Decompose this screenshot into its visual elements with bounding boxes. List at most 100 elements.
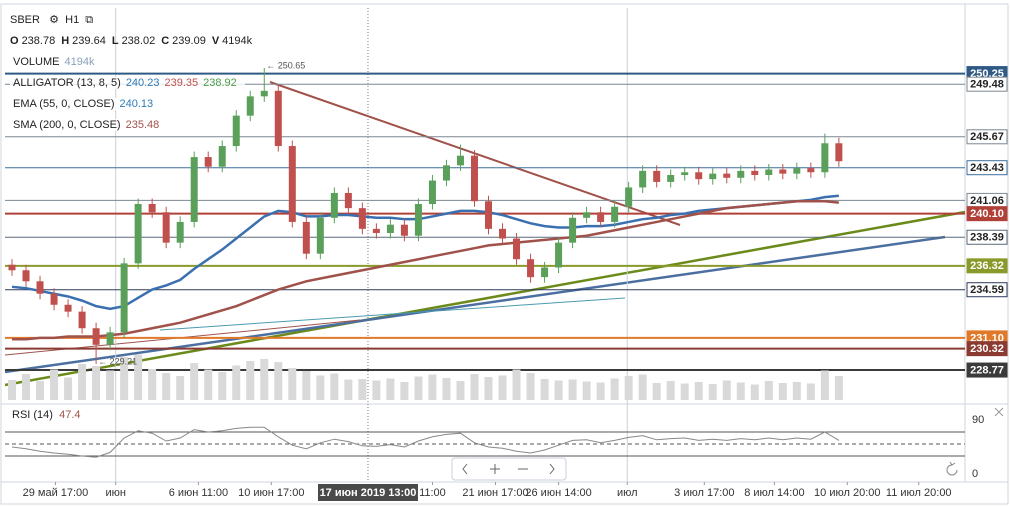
candle-body bbox=[555, 242, 563, 268]
volume-bar bbox=[442, 378, 451, 400]
volume-bar bbox=[78, 364, 87, 400]
level-label: 228.77 bbox=[970, 364, 1004, 376]
volume-bar bbox=[694, 382, 703, 400]
nav-bar[interactable] bbox=[451, 457, 567, 481]
candle-body bbox=[190, 157, 198, 222]
candle-body bbox=[442, 165, 450, 181]
header: SBER ⚙ H1 ⧉ O 238.78 H 239.64 L 238.02 C 239.09… bbox=[10, 10, 258, 136]
volume-bar bbox=[582, 381, 591, 400]
reset-icon[interactable] bbox=[946, 461, 958, 476]
indicator[interactable]: SMA (200, 0, CLOSE) 235.48 bbox=[10, 115, 258, 136]
indicators: VOLUME 4194k ALLIGATOR (13, 8, 5) 240.23 239… bbox=[10, 52, 258, 136]
candle-body bbox=[723, 173, 731, 178]
x-tick-label: 8 июл 14:00 bbox=[744, 487, 804, 499]
ma-line bbox=[12, 199, 839, 341]
trend-line bbox=[159, 297, 626, 331]
volume-bar bbox=[64, 377, 73, 400]
candle-body bbox=[821, 143, 829, 173]
candle-body bbox=[274, 90, 282, 147]
x-tick-label: 3 июл 17:00 bbox=[674, 487, 734, 499]
extreme-label: ← 229.21 bbox=[98, 356, 137, 366]
volume-bar bbox=[414, 376, 423, 400]
candle-body bbox=[120, 263, 128, 333]
volume-bar bbox=[92, 366, 101, 400]
trend-lines bbox=[4, 8, 966, 482]
level-box bbox=[966, 129, 1008, 145]
candle-body bbox=[218, 146, 226, 167]
indicator-box: SMA (200, 0, CLOSE) 235.48 bbox=[10, 119, 168, 131]
symbol[interactable]: SBER bbox=[10, 14, 40, 26]
trend-line bbox=[4, 210, 966, 387]
rsi-header: RSI (14) 47.4 bbox=[12, 409, 81, 421]
candle-body bbox=[78, 311, 86, 329]
candle-body bbox=[162, 212, 170, 243]
ohlc-key: C bbox=[161, 35, 170, 47]
candle-body bbox=[414, 204, 422, 236]
volume-bar bbox=[540, 379, 549, 400]
level-label: 243.43 bbox=[970, 162, 1004, 174]
volume-bar bbox=[22, 374, 31, 400]
volume-bar bbox=[680, 383, 689, 400]
candle-body bbox=[386, 224, 394, 233]
level-label: 238.39 bbox=[970, 232, 1004, 244]
candle-body bbox=[569, 217, 577, 243]
rsi-tick-label: 0 bbox=[972, 468, 978, 480]
volume-bar bbox=[8, 380, 17, 400]
indicator-value: 240.23 bbox=[125, 77, 160, 89]
frame bbox=[0, 3, 1009, 505]
nav-icons[interactable] bbox=[462, 463, 555, 475]
volume-bar bbox=[428, 374, 437, 400]
volume-bar bbox=[638, 374, 647, 400]
level-box bbox=[966, 160, 1008, 176]
trend-line bbox=[269, 81, 681, 226]
volume-bar bbox=[218, 372, 227, 400]
candle-body bbox=[246, 96, 254, 116]
volume-bar bbox=[806, 383, 815, 400]
ohlc-key: V bbox=[211, 35, 220, 47]
timeframe[interactable]: H1 bbox=[65, 14, 80, 26]
candle-body bbox=[176, 221, 184, 243]
ohlc-row: O 238.78 H 239.64 L 238.02 C 239.09 V 4194k bbox=[10, 31, 258, 52]
candle-body bbox=[22, 270, 30, 282]
ma-line bbox=[11, 194, 839, 311]
nav-buttons[interactable] bbox=[451, 407, 1004, 481]
candle-body bbox=[793, 168, 801, 174]
volume-bar bbox=[106, 370, 115, 400]
candle-body bbox=[400, 224, 408, 236]
candle-body bbox=[695, 172, 703, 180]
indicator-label: SMA (200, 0, CLOSE) bbox=[13, 119, 121, 131]
ohlc-value: 4194k bbox=[222, 35, 253, 47]
indicator[interactable]: EMA (55, 0, CLOSE) 240.13 bbox=[10, 94, 258, 115]
x-tick-label: 10 июн 17:00 bbox=[238, 487, 304, 499]
rsi-line bbox=[11, 426, 840, 458]
level-box bbox=[966, 341, 1008, 357]
candle-body bbox=[428, 180, 436, 204]
indicator[interactable]: ALLIGATOR (13, 8, 5) 240.23 239.35 238.92 bbox=[10, 73, 258, 94]
candle-body bbox=[499, 228, 507, 239]
x-tick-label: июн bbox=[105, 487, 125, 499]
volume-bar bbox=[708, 384, 717, 400]
volume-bar bbox=[512, 369, 521, 400]
rsi-value: 47.4 bbox=[59, 409, 81, 421]
candle-body bbox=[639, 170, 647, 188]
indicator-value: 4194k bbox=[64, 56, 95, 68]
candle-body bbox=[513, 238, 521, 260]
indicator-value: 238.92 bbox=[203, 77, 237, 89]
close-icon[interactable] bbox=[994, 407, 1004, 417]
candle-body bbox=[64, 304, 72, 312]
ohlc-value: 239.64 bbox=[72, 35, 106, 47]
x-tick-label: 10 июл 20:00 bbox=[814, 487, 880, 499]
x-tick-label: 21 июн 17:00 bbox=[462, 487, 528, 499]
volume-bar bbox=[470, 374, 479, 400]
indicator[interactable]: VOLUME 4194k bbox=[10, 52, 258, 73]
indicator-value: 240.13 bbox=[119, 98, 154, 110]
level-box bbox=[966, 258, 1008, 274]
volume-bar bbox=[568, 379, 577, 400]
level-label: 249.48 bbox=[970, 79, 1004, 91]
volume-bar bbox=[204, 369, 213, 400]
volume-bar bbox=[722, 380, 731, 400]
volume-bar bbox=[610, 378, 619, 400]
candle-body bbox=[204, 157, 212, 167]
volume-bar bbox=[652, 383, 661, 400]
ohlc-key: H bbox=[61, 35, 70, 47]
